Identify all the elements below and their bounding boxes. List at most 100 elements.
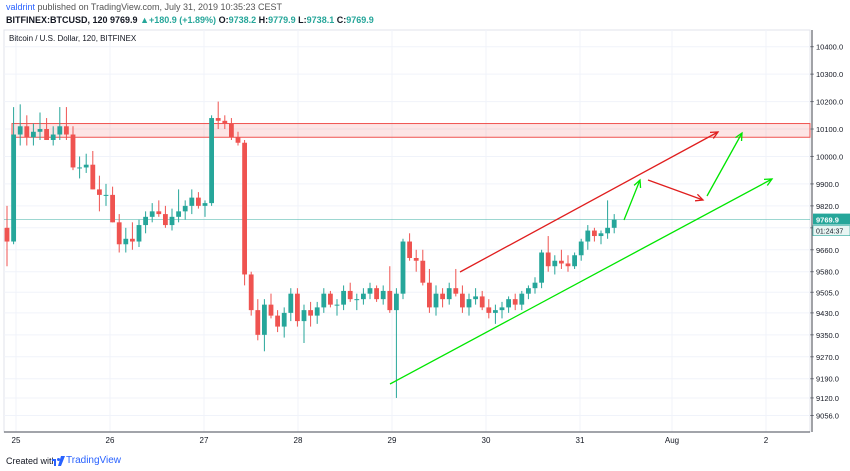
candle-body (44, 129, 49, 141)
candle (361, 288, 366, 305)
candle-body (31, 131, 36, 138)
candle-body (479, 296, 485, 308)
published-text: published on TradingView.com, July 31, 2… (37, 2, 283, 12)
candle-body (57, 126, 63, 135)
y-tick-label: 10200.0 (816, 98, 843, 107)
candle (559, 249, 564, 269)
countdown-value: 01:24:37 (816, 229, 843, 236)
candle-body (341, 290, 346, 305)
candle (611, 214, 617, 234)
candle-body (209, 118, 214, 204)
candle (407, 233, 412, 261)
author-link[interactable]: valdrint (6, 2, 36, 12)
candle (479, 290, 485, 311)
y-tick-label: 10000.0 (816, 152, 843, 161)
y-tick-label: 9120.0 (816, 394, 839, 403)
candle-body (196, 197, 201, 206)
projection-up-arrow-1 (623, 178, 642, 221)
candle-body (499, 307, 505, 311)
symbol-label: BITFINEX:BTCUSD, 120 (6, 15, 108, 25)
candle (202, 200, 208, 217)
candle (262, 299, 267, 352)
candle-body (407, 241, 412, 258)
last-price-value: 9769.9 (816, 216, 839, 225)
candle-body (565, 263, 571, 267)
candle (130, 222, 135, 250)
candle-body (387, 290, 393, 311)
candle-body (314, 307, 320, 316)
y-tick-label: 9350.0 (816, 331, 839, 340)
candle (374, 285, 379, 302)
candle-body (526, 288, 531, 294)
candle-body (559, 260, 564, 264)
projection-down-arrow-head (694, 193, 705, 202)
candle-body (453, 288, 459, 294)
candle-body (248, 274, 254, 311)
candle (565, 255, 571, 272)
candlesticks (4, 101, 617, 398)
candle-body (90, 164, 96, 190)
projection-down-arrow (647, 179, 705, 202)
candle-body (519, 293, 525, 305)
candle-body (598, 233, 604, 237)
candle-body (103, 194, 109, 196)
candle-body (539, 252, 544, 283)
tradingview-brand[interactable]: TradingView (66, 455, 122, 466)
candle-body (361, 293, 366, 300)
candle (532, 277, 538, 294)
open-value: 9738.2 (228, 15, 257, 25)
candle-body (143, 216, 148, 226)
y-tick-label: 9505.0 (816, 288, 839, 297)
candle (83, 153, 89, 173)
header: valdrint published on TradingView.com, J… (0, 0, 850, 30)
candle (314, 301, 320, 324)
candle-body (611, 219, 617, 228)
price-chart[interactable]: 10400.0 10300.0 10200.0 10100.0 10000.0 9900.… (0, 28, 850, 448)
close-label: C: (336, 15, 347, 25)
candle-body (268, 304, 274, 316)
chart-legend: Bitcoin / U.S. Dollar, 120, BITFINEX (9, 34, 137, 43)
created-with-text: Created with (6, 456, 57, 466)
candle-body (156, 211, 162, 215)
y-tick-label: 9820.0 (816, 202, 839, 211)
last-price-text: 9769.9 (110, 15, 138, 25)
projection-up-arrow-1-line (623, 179, 641, 221)
candle (222, 115, 228, 130)
candle (413, 249, 419, 272)
open-label: O: (218, 15, 229, 25)
support-trendline-arrow-line (389, 178, 773, 385)
candle-body (433, 293, 439, 308)
candle (288, 288, 294, 322)
support-trendline-arrow-head (763, 178, 774, 186)
publish-info: valdrint published on TradingView.com, J… (6, 2, 282, 12)
candle (506, 296, 511, 313)
candle (196, 192, 201, 209)
chart-axes: 10400.0 10300.0 10200.0 10100.0 10000.0 9900.… (4, 30, 850, 445)
candle (182, 200, 188, 220)
candle-body (11, 134, 16, 242)
candle (90, 150, 96, 190)
candle (268, 293, 274, 319)
candle (24, 115, 30, 146)
candle (229, 118, 234, 141)
candle-body (70, 134, 76, 168)
close-value: 9769.9 (346, 15, 374, 25)
candle (209, 115, 214, 206)
candle-body (308, 310, 313, 316)
candle (552, 255, 558, 275)
y-tick-label: 9270.0 (816, 353, 839, 362)
candle (380, 285, 386, 305)
high-value: 9779.9 (268, 15, 296, 25)
candle-body (255, 310, 261, 335)
candle (367, 282, 373, 300)
candle-body (222, 120, 228, 124)
candle-body (506, 299, 511, 308)
x-tick-label: 26 (106, 436, 115, 445)
candle-body (97, 189, 102, 195)
candle-body (532, 282, 538, 289)
chart-grid (3, 29, 811, 433)
candle-body (354, 299, 360, 301)
candle (110, 186, 115, 223)
candle (156, 200, 162, 217)
candle (143, 211, 148, 234)
